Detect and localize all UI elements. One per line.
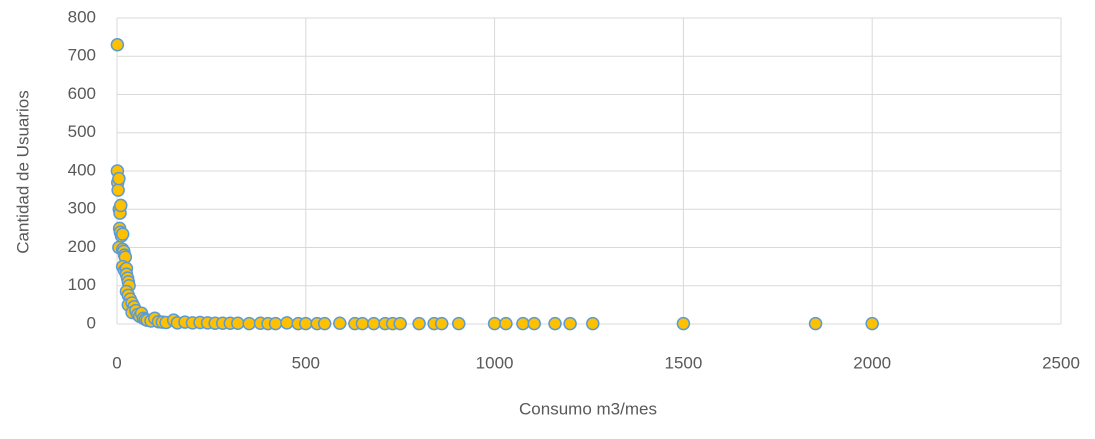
- point: [516, 316, 530, 331]
- point: [676, 316, 691, 331]
- point: [355, 316, 370, 331]
- y-tick-label: 700: [68, 46, 96, 65]
- point: [412, 316, 426, 331]
- point: [111, 183, 125, 197]
- point: [280, 316, 294, 330]
- point: [231, 316, 245, 330]
- point: [114, 198, 128, 213]
- y-tick-label: 800: [68, 7, 96, 26]
- x-tick-label: 2500: [1042, 353, 1080, 372]
- point: [393, 316, 407, 331]
- point: [110, 38, 125, 52]
- y-tick-label: 600: [68, 84, 96, 103]
- point: [563, 316, 577, 331]
- point: [487, 316, 502, 331]
- point: [548, 316, 562, 331]
- point: [112, 171, 126, 186]
- y-tick-label: 300: [68, 199, 96, 218]
- x-tick-label: 1000: [476, 353, 514, 372]
- x-tick-label: 0: [112, 353, 121, 372]
- y-axis-label: Cantidad de Usuarios: [13, 90, 32, 253]
- point: [586, 316, 600, 331]
- point: [268, 316, 283, 331]
- point: [451, 316, 466, 331]
- y-tick-label: 400: [68, 160, 96, 179]
- point: [434, 316, 449, 331]
- point: [115, 227, 130, 241]
- x-tick-label: 500: [292, 353, 320, 372]
- point: [367, 316, 381, 331]
- point: [333, 316, 347, 330]
- y-tick-label: 0: [87, 313, 96, 332]
- point: [808, 316, 823, 331]
- point: [299, 316, 313, 331]
- point: [499, 316, 513, 331]
- x-tick-label: 1500: [664, 353, 702, 372]
- point: [527, 316, 541, 331]
- x-axis-label: Consumo m3/mes: [519, 399, 657, 418]
- point: [242, 316, 256, 331]
- point: [317, 316, 332, 331]
- x-tick-label: 2000: [853, 353, 891, 372]
- point: [865, 316, 879, 331]
- y-tick-label: 200: [68, 237, 96, 256]
- y-tick-label: 100: [68, 275, 96, 294]
- y-tick-label: 500: [68, 122, 96, 141]
